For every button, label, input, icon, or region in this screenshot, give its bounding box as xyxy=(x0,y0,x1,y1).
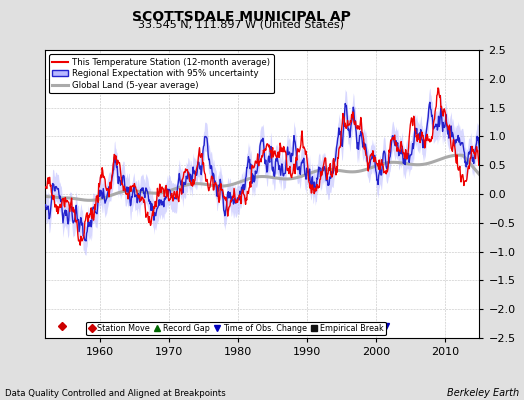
Text: SCOTTSDALE MUNICIPAL AP: SCOTTSDALE MUNICIPAL AP xyxy=(132,10,351,24)
Text: 33.545 N, 111.897 W (United States): 33.545 N, 111.897 W (United States) xyxy=(138,19,344,29)
Legend: Station Move, Record Gap, Time of Obs. Change, Empirical Break: Station Move, Record Gap, Time of Obs. C… xyxy=(86,322,386,336)
Text: Berkeley Earth: Berkeley Earth xyxy=(446,388,519,398)
Text: Data Quality Controlled and Aligned at Breakpoints: Data Quality Controlled and Aligned at B… xyxy=(5,389,226,398)
